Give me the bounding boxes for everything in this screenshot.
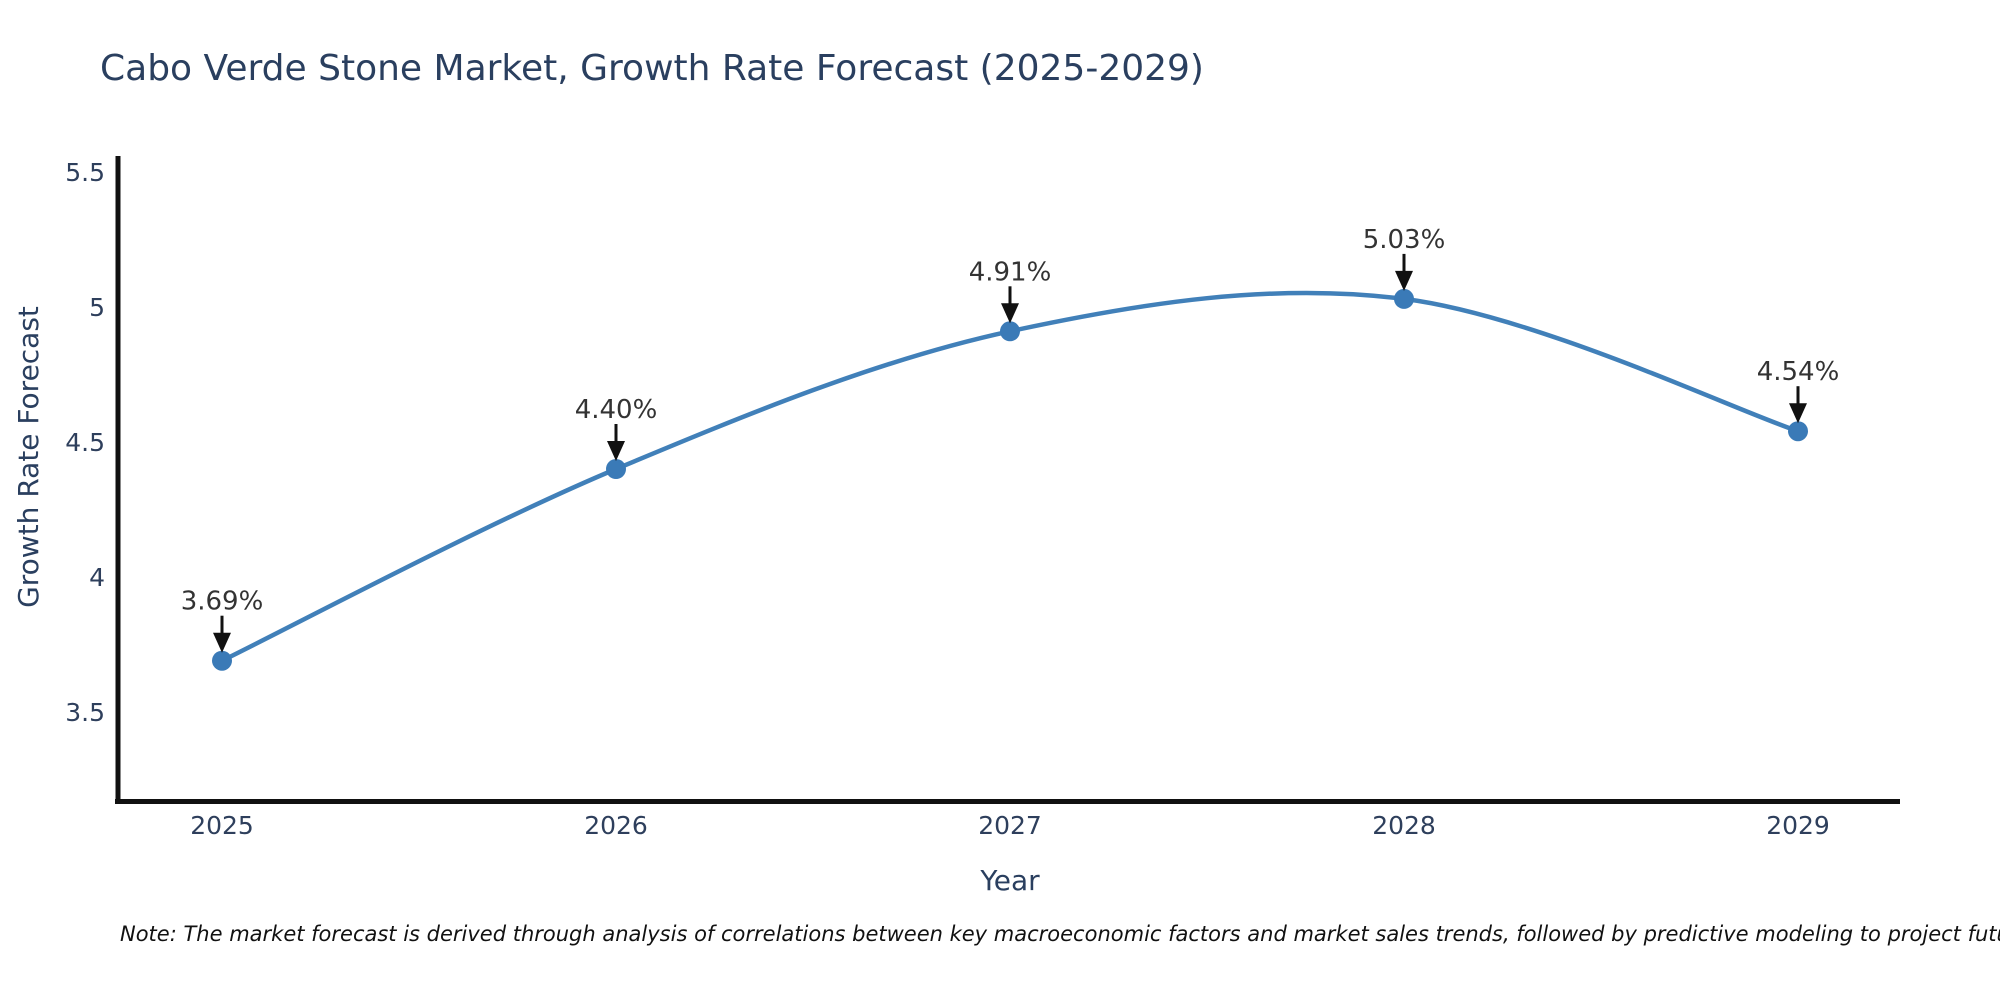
note-text: Note: The market forecast is derived thr… (120, 922, 2000, 946)
data-point-marker (606, 459, 626, 479)
annotation-arrowhead (1001, 303, 1019, 324)
point-annotations: 3.69% 4.40% 4.91% 5.03% 4.54% (181, 225, 1840, 653)
annotation-arrowhead (213, 632, 231, 653)
data-point-marker (1788, 421, 1808, 442)
y-tick-label: 5.5 (65, 158, 105, 187)
x-tick-label: 2026 (584, 811, 648, 840)
data-point-markers (212, 288, 1808, 671)
y-tick-label: 4.5 (65, 428, 105, 457)
annotation-arrowhead (607, 441, 625, 461)
x-tick-label: 2029 (1766, 811, 1830, 840)
chart-title: Cabo Verde Stone Market, Growth Rate For… (100, 48, 1204, 89)
y-axis-ticks: 3.5 4 4.5 5 5.5 (65, 158, 105, 727)
x-tick-label: 2028 (1372, 811, 1436, 840)
annotation-arrowhead (1395, 270, 1413, 291)
point-annotation: 4.91% (969, 257, 1052, 324)
x-tick-label: 2025 (190, 811, 254, 840)
x-axis-ticks: 2025 2026 2027 2028 2029 (190, 811, 1830, 840)
y-tick-label: 4 (89, 563, 105, 592)
point-annotation: 3.69% (181, 587, 264, 653)
x-tick-label: 2027 (978, 811, 1042, 840)
annotation-label: 3.69% (181, 587, 264, 617)
data-point-marker (1000, 321, 1020, 342)
data-point-marker (1394, 288, 1414, 309)
y-tick-label: 5 (89, 293, 105, 322)
y-tick-label: 3.5 (65, 698, 105, 727)
annotation-label: 4.91% (969, 257, 1052, 287)
annotation-label: 5.03% (1363, 225, 1446, 255)
point-annotation: 5.03% (1363, 225, 1446, 291)
y-axis-title: Growth Rate Forecast (12, 306, 45, 608)
forecast-line (219, 290, 1801, 663)
annotation-arrowhead (1789, 403, 1807, 424)
x-axis-title: Year (979, 864, 1040, 897)
annotation-label: 4.40% (575, 395, 658, 425)
point-annotation: 4.54% (1757, 357, 1840, 424)
data-point-marker (212, 650, 232, 671)
point-annotation: 4.40% (575, 395, 658, 461)
annotation-label: 4.54% (1757, 357, 1840, 387)
